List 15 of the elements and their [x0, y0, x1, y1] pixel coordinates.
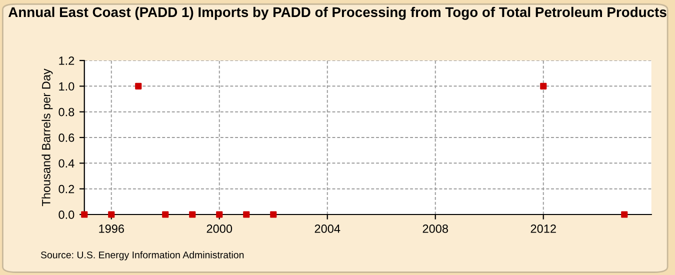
y-axis-title: Thousand Barrels per Day — [42, 68, 53, 206]
y-tick-label: 0.4 — [58, 159, 74, 168]
y-tick-label: 1.2 — [59, 56, 74, 65]
chart-title: Annual East Coast (PADD 1) Imports by PADD of Processing from Togo of Total Petroleum Products — [8, 6, 666, 20]
source-note: Source: U.S. Energy Information Administration — [40, 251, 244, 260]
x-tick-label: 1996 — [99, 224, 124, 233]
x-tick-label: 2012 — [530, 224, 556, 233]
y-tick-label: 0.0 — [58, 210, 74, 219]
x-tick-label: 2004 — [314, 224, 340, 233]
x-tick-label: 2008 — [422, 224, 448, 233]
y-tick-label: 0.2 — [58, 184, 74, 194]
x-tick-label: 2000 — [206, 224, 232, 233]
y-tick-label: 1.0 — [59, 82, 74, 91]
y-tick-label: 0.6 — [58, 134, 74, 142]
y-tick-label: 0.8 — [58, 108, 74, 116]
